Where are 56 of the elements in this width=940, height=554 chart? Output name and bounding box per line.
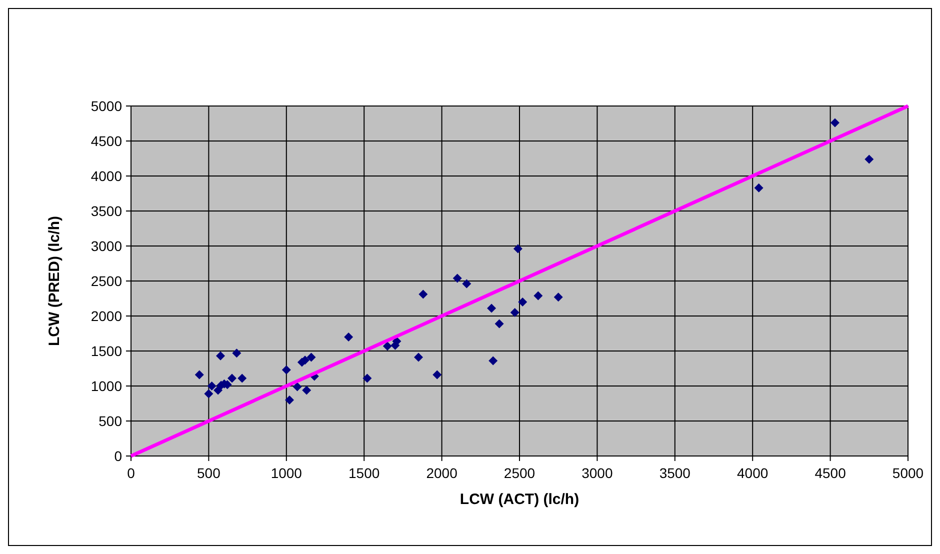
x-axis-title: LCW (ACT) (lc/h) [460, 491, 580, 508]
y-tick-label: 3500 [90, 203, 122, 219]
point [194, 370, 204, 380]
x-tick-label: 2000 [426, 465, 458, 481]
x-tick-label: 5000 [892, 465, 924, 481]
point [302, 386, 312, 395]
y-tick-label: 1000 [90, 378, 122, 394]
point [292, 382, 302, 392]
y-tick-label: 2500 [90, 273, 122, 289]
x-tick-label: 1000 [270, 465, 302, 481]
y-tick-label: 500 [98, 413, 122, 429]
y-tick-label: 4000 [90, 168, 122, 184]
point [518, 298, 528, 306]
x-tick-label: 1500 [348, 465, 380, 481]
point [830, 118, 840, 128]
point [207, 382, 216, 390]
x-tick-label: 4500 [814, 465, 846, 481]
point [510, 308, 520, 317]
point [534, 291, 543, 300]
point [306, 352, 316, 362]
point [414, 352, 423, 362]
y-tick-label: 4500 [90, 133, 122, 149]
point [432, 370, 442, 380]
point [494, 319, 504, 328]
point [285, 396, 294, 404]
point [238, 374, 247, 383]
point [382, 342, 392, 351]
point [418, 290, 428, 299]
y-tick-label: 0 [114, 448, 122, 464]
point [214, 386, 223, 395]
point [204, 389, 214, 398]
y-axis-title: LCW (PRED) (lc/h) [46, 216, 63, 346]
point [232, 348, 242, 358]
y-tick-label: 5000 [90, 98, 122, 114]
x-tick-label: 3500 [659, 465, 691, 481]
point [362, 374, 372, 383]
x-tick-label: 500 [197, 465, 221, 481]
y-tick-label: 2000 [90, 308, 122, 324]
x-tick-label: 0 [127, 465, 136, 481]
y-tick-label: 1500 [90, 343, 122, 359]
point [487, 304, 496, 313]
point [452, 274, 462, 283]
point [513, 244, 522, 254]
point [228, 374, 237, 383]
point [864, 154, 874, 164]
x-tick-label: 4000 [737, 465, 768, 481]
point [462, 279, 472, 288]
y-tick-label: 3000 [90, 238, 122, 254]
point [754, 183, 764, 192]
point [216, 351, 226, 360]
x-tick-label: 3000 [582, 465, 613, 481]
point [282, 365, 291, 374]
x-tick-label: 2500 [504, 465, 536, 481]
point [554, 292, 563, 302]
point [344, 332, 354, 342]
point [488, 356, 498, 366]
